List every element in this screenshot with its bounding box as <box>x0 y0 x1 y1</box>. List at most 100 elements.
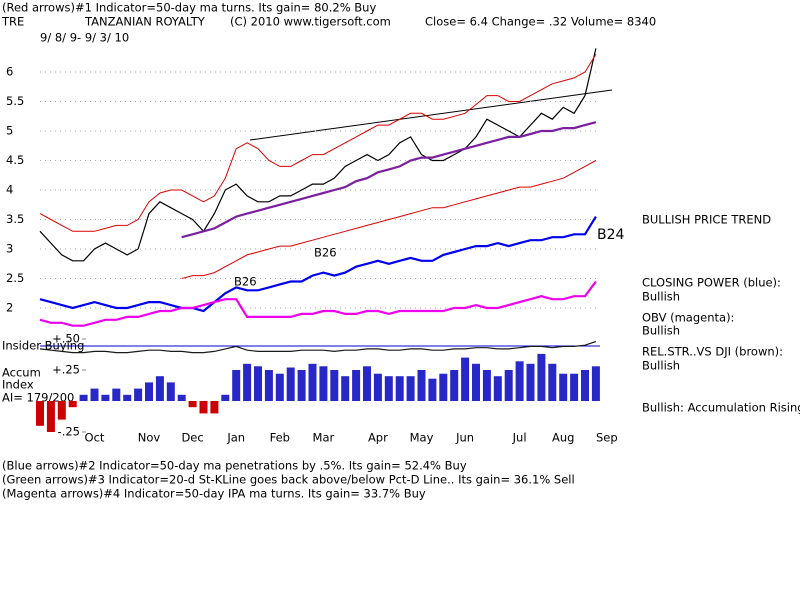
rs-label: REL.STR..VS DJI (brown): <box>642 345 783 359</box>
accum-bar <box>428 378 437 401</box>
x-tick-label: Feb <box>270 431 290 445</box>
annotation: B26 <box>234 275 257 289</box>
index-label: Index <box>2 378 34 392</box>
accum-bar <box>254 366 262 401</box>
accum-bar <box>166 382 175 401</box>
series-line <box>181 121 597 239</box>
obv-state: Bullish <box>642 324 680 338</box>
accum-bar <box>330 370 339 401</box>
accum-bar <box>591 366 600 401</box>
accum-bar <box>384 376 393 401</box>
accum-bar <box>548 363 557 401</box>
symbol: TRE <box>1 15 24 29</box>
x-tick-label: Dec <box>181 431 203 445</box>
accum-bar <box>461 357 470 401</box>
x-tick-label: Oct <box>85 431 105 445</box>
accum-bar <box>57 401 66 420</box>
accum-bar <box>450 370 459 401</box>
company: TANZANIAN ROYALTY <box>84 15 206 29</box>
accum-bar <box>134 388 143 401</box>
accum-bar <box>504 370 513 401</box>
accum-bar <box>439 373 448 401</box>
accum-bar <box>395 376 404 401</box>
y-tick-label: 3 <box>6 242 13 256</box>
x-tick-label: Sep <box>596 431 618 445</box>
accum-bar <box>221 394 230 401</box>
series-line <box>39 216 597 313</box>
trend-label: BULLISH PRICE TREND <box>642 213 771 227</box>
accum-bar <box>79 394 88 401</box>
accum-bar <box>570 373 579 401</box>
header-line: (Red arrows)#1 Indicator=50-day ma turns… <box>2 1 376 15</box>
accum-bar <box>123 394 132 401</box>
trend-line <box>249 89 613 141</box>
y-tick-label: 6 <box>6 65 13 79</box>
accum-bar <box>68 401 77 408</box>
accum-bar <box>308 363 317 401</box>
series-line <box>181 160 597 279</box>
x-tick-label: Nov <box>138 431 161 445</box>
series-line <box>39 280 597 327</box>
accum-bar <box>145 382 153 401</box>
accum-bar <box>319 366 328 401</box>
x-tick-label: May <box>410 431 434 445</box>
x-tick-label: Aug <box>552 431 574 445</box>
accum-bar <box>264 370 273 401</box>
accum-bar <box>417 370 426 401</box>
accum-bar <box>406 376 415 401</box>
accum-label: Accum <box>2 366 41 380</box>
accum-bar <box>177 394 186 401</box>
accum-bar <box>101 394 110 401</box>
y-tick-label: 2.5 <box>6 271 24 285</box>
footer-line: (Green arrows)#3 Indicator=20-d St-KLine… <box>2 473 575 487</box>
ai-label: AI= 179/200 <box>2 391 74 405</box>
accum-bar <box>199 401 208 414</box>
accum-bar <box>188 401 197 408</box>
accum-bar <box>526 363 535 401</box>
accum-bar <box>275 373 284 401</box>
accum-bar <box>112 388 121 401</box>
x-tick-label: Apr <box>368 431 388 445</box>
series-line <box>39 54 597 232</box>
date-range: 9/ 8/ 9- 9/ 3/ 10 <box>40 31 129 45</box>
accum-bar <box>472 363 480 401</box>
quote: Close= 6.4 Change= .32 Volume= 8340 <box>425 15 656 29</box>
cp-state: Bullish <box>642 290 680 304</box>
y-tick-label: 2 <box>6 301 13 315</box>
footer-line: (Magenta arrows)#4 Indicator=50-day IPA … <box>2 487 426 501</box>
accum-bar <box>537 353 546 401</box>
y-tick-label: 5.5 <box>6 94 24 108</box>
annotation: B26 <box>314 246 337 260</box>
accum-bar <box>515 361 524 401</box>
accum-bar <box>373 373 382 401</box>
x-tick-label: Jan <box>226 431 245 445</box>
y-tick-label: 3.5 <box>6 212 24 226</box>
accum-bar <box>559 373 568 401</box>
y2-tick-label: +.25 <box>52 363 80 377</box>
series-line <box>39 340 597 354</box>
accum-bar <box>90 388 99 401</box>
cp-label: CLOSING POWER (blue): <box>642 276 781 290</box>
accum-bar <box>297 370 306 401</box>
y-tick-label: 4 <box>6 183 13 197</box>
accum-state: Bullish: Accumulation Rising <box>642 401 800 415</box>
insider-label: Insider Buying <box>2 339 84 353</box>
rs-state: Bullish <box>642 359 680 373</box>
accum-bar <box>363 366 371 401</box>
y-tick-label: 4.5 <box>6 153 24 167</box>
accum-bar <box>36 401 44 426</box>
y2-tick-label: -.25 <box>58 425 80 439</box>
accum-bar <box>210 401 219 414</box>
accum-bar <box>286 367 295 401</box>
accum-bar <box>232 370 241 401</box>
accum-bar <box>46 401 55 432</box>
series-line <box>39 48 597 262</box>
obv-label: OBV (magenta): <box>642 311 734 325</box>
x-tick-label: Mar <box>313 431 335 445</box>
y-tick-label: 5 <box>6 124 13 138</box>
footer-line: (Blue arrows)#2 Indicator=50-day ma pene… <box>2 459 467 473</box>
accum-bar <box>482 370 491 401</box>
x-tick-label: Jul <box>512 431 527 445</box>
